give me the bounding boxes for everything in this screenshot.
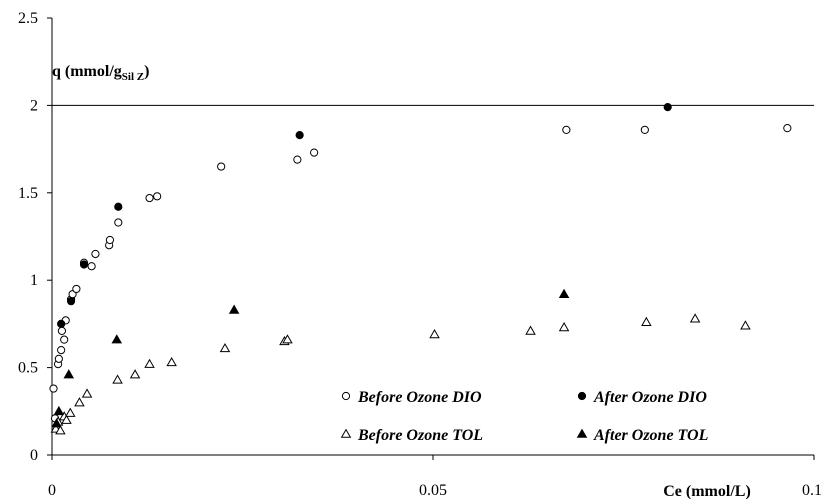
data-point <box>55 425 66 435</box>
data-point <box>228 304 240 314</box>
data-point <box>129 369 141 379</box>
data-point <box>663 103 672 112</box>
data-point <box>525 325 536 335</box>
data-point <box>114 218 123 227</box>
data-point <box>282 334 293 344</box>
data-point <box>66 297 76 306</box>
data-point <box>105 235 115 245</box>
data-point <box>293 155 302 164</box>
data-point <box>558 321 570 332</box>
legend-marker <box>576 428 588 438</box>
data-point <box>740 320 751 330</box>
data-point <box>57 319 66 328</box>
data-point <box>91 249 100 259</box>
legend-marker <box>340 428 352 438</box>
x-tick-label: 0 <box>48 482 56 499</box>
y-tick-label: 1.5 <box>18 185 38 202</box>
y-axis-label: q (mmol/gSil Z) <box>52 63 149 83</box>
data-point <box>57 326 67 335</box>
y-axis-label-main: q (mmol/g <box>52 63 122 80</box>
data-point <box>166 356 177 367</box>
x-axis-label: Ce (mmol/L) <box>663 483 751 499</box>
data-point <box>61 414 72 424</box>
y-axis-label-close: ) <box>144 63 149 80</box>
data-point <box>81 388 93 398</box>
legend-marker <box>577 391 587 401</box>
y-axis-label-sub: Sil Z <box>122 71 144 83</box>
data-point <box>219 342 231 353</box>
y-tick-label: 2 <box>30 97 38 114</box>
legend-marker <box>341 391 351 401</box>
data-point <box>79 260 89 269</box>
legend-label: After Ozone DIO <box>593 389 707 406</box>
data-point <box>74 397 85 407</box>
data-point <box>783 124 792 133</box>
data-point <box>562 125 571 134</box>
data-point <box>145 193 154 203</box>
series-2 <box>50 313 751 435</box>
x-tick-labels: 0 0.05 0.1 <box>48 482 822 499</box>
x-tick-label: 0.1 <box>802 482 822 499</box>
data-point <box>111 334 123 344</box>
legend-label: Before Ozone TOL <box>357 427 483 444</box>
legend: Before Ozone DIO After Ozone DIO Before Oz… <box>340 389 709 444</box>
data-point <box>689 313 701 323</box>
x-tick-label: 0.05 <box>419 482 447 499</box>
series-0 <box>49 124 792 423</box>
data-point <box>640 125 649 134</box>
data-point <box>72 284 81 294</box>
data-point <box>54 354 63 363</box>
series-1 <box>57 103 672 328</box>
y-tick-label: 0 <box>30 447 38 464</box>
y-tick-label: 1 <box>30 272 38 289</box>
data-point <box>153 192 162 201</box>
data-point <box>49 384 58 393</box>
data-point <box>310 148 319 157</box>
data-point <box>65 407 76 417</box>
data-point <box>60 335 69 344</box>
data-points <box>49 103 792 435</box>
y-tick-label: 0.5 <box>18 360 38 377</box>
data-point <box>63 369 75 379</box>
data-point <box>641 316 652 326</box>
data-point <box>295 131 304 140</box>
legend-label: Before Ozone DIO <box>357 389 482 406</box>
data-point <box>87 262 96 271</box>
y-tick-label: 2.5 <box>18 10 38 27</box>
y-tick-labels: 0 0.5 1 1.5 2 2.5 <box>18 10 38 464</box>
data-point <box>53 405 65 416</box>
legend-label: After Ozone TOL <box>593 427 709 444</box>
data-point <box>558 288 570 298</box>
data-point <box>144 358 155 368</box>
data-point <box>112 374 123 384</box>
data-point <box>217 162 226 171</box>
data-point <box>51 418 62 428</box>
axes <box>47 17 815 460</box>
data-point <box>57 346 66 355</box>
series-3 <box>51 288 570 428</box>
data-point <box>429 328 440 339</box>
data-point <box>114 202 123 211</box>
